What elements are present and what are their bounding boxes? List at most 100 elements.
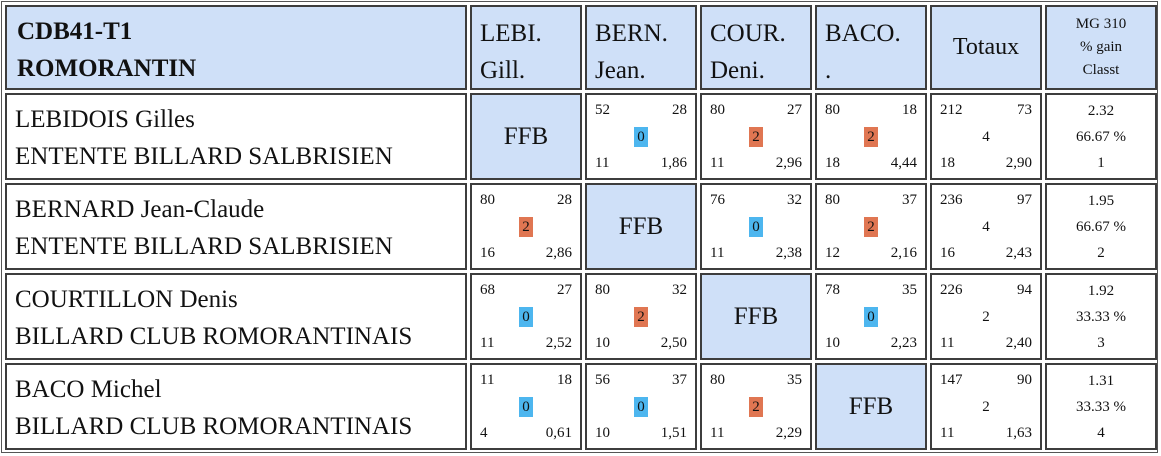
- match-cell: 52 28 11 1,86 0: [585, 93, 697, 180]
- match-number: 28: [672, 102, 687, 118]
- player-column-header: COUR. Deni.: [700, 5, 812, 90]
- match-number: 76: [710, 192, 725, 208]
- self-cell: FFB: [815, 363, 927, 450]
- match-number: 37: [902, 192, 917, 208]
- match-number: 2,29: [775, 425, 802, 441]
- match-number: 10: [595, 425, 610, 441]
- total-number: 236: [940, 192, 963, 208]
- header-line: Deni.: [710, 57, 765, 84]
- total-number: 16: [940, 245, 955, 261]
- match-number: 52: [595, 102, 610, 118]
- match-number: 18: [557, 372, 572, 388]
- summary-value: 33.33 %: [1076, 308, 1126, 325]
- summary-value: 4: [1097, 424, 1105, 441]
- summary-cell: 1.31 33.33 % 4: [1045, 363, 1157, 450]
- summary-cell: 2.32 66.67 % 1: [1045, 93, 1157, 180]
- summary-value: 3: [1097, 334, 1105, 351]
- points-badge: 0: [864, 307, 878, 327]
- match-number: 1,86: [660, 155, 687, 171]
- header-line: LEBI.: [480, 20, 542, 47]
- total-number: 2: [982, 399, 990, 415]
- summary-value: 66.67 %: [1076, 218, 1126, 235]
- points-badge: 0: [634, 397, 648, 417]
- header-line: COUR.: [710, 20, 786, 47]
- club-name: BILLARD CLUB ROMORANTINAIS: [15, 413, 413, 440]
- points-badge: 2: [634, 307, 648, 327]
- match-number: 80: [710, 102, 725, 118]
- ffb-label: FFB: [733, 302, 779, 330]
- self-cell: FFB: [700, 273, 812, 360]
- total-number: 2,90: [1005, 155, 1032, 171]
- match-number: 11: [480, 372, 495, 388]
- points-badge: 0: [519, 307, 533, 327]
- match-number: 27: [557, 282, 572, 298]
- points-badge: 2: [519, 217, 533, 237]
- match-number: 80: [825, 192, 840, 208]
- match-cell: 80 37 12 2,16 2: [815, 183, 927, 270]
- match-number: 35: [787, 372, 802, 388]
- total-number: 4: [982, 129, 990, 145]
- match-number: 2,86: [545, 245, 572, 261]
- summary-value: 1: [1097, 154, 1105, 171]
- match-number: 2,16: [890, 245, 917, 261]
- match-number: 80: [825, 102, 840, 118]
- header-line: Classt: [1082, 62, 1120, 78]
- match-number: 4,44: [890, 155, 917, 171]
- summary-value: 2.32: [1087, 102, 1115, 119]
- match-cell: 80 27 11 2,96 2: [700, 93, 812, 180]
- player-column-header: LEBI. Gill.: [470, 5, 582, 90]
- match-number: 10: [825, 335, 840, 351]
- total-number: 2,40: [1005, 335, 1032, 351]
- player-cell: LEBIDOIS Gilles ENTENTE BILLARD SALBRISIE…: [5, 93, 467, 180]
- total-number: 226: [940, 282, 963, 298]
- self-cell: FFB: [585, 183, 697, 270]
- ffb-label: FFB: [618, 212, 664, 240]
- match-number: 2,38: [775, 245, 802, 261]
- player-name: BERNARD Jean-Claude: [15, 196, 265, 223]
- total-number: 2,43: [1005, 245, 1032, 261]
- points-badge: 2: [749, 127, 763, 147]
- header-line: MG 310: [1075, 16, 1127, 32]
- total-number: 94: [1017, 282, 1032, 298]
- player-cell: BERNARD Jean-Claude ENTENTE BILLARD SALBR…: [5, 183, 467, 270]
- ffb-label: FFB: [848, 392, 894, 420]
- summary-cell: 1.95 66.67 % 2: [1045, 183, 1157, 270]
- total-number: 212: [940, 102, 963, 118]
- match-cell: 80 35 11 2,29 2: [700, 363, 812, 450]
- points-badge: 0: [634, 127, 648, 147]
- match-number: 32: [672, 282, 687, 298]
- match-number: 11: [480, 335, 495, 351]
- ffb-label: FFB: [503, 122, 549, 150]
- match-number: 18: [825, 155, 840, 171]
- match-cell: 76 32 11 2,38 0: [700, 183, 812, 270]
- match-number: 80: [710, 372, 725, 388]
- match-number: 4: [480, 425, 488, 441]
- header-text: Totaux: [952, 34, 1020, 60]
- match-cell: 11 18 4 0,61 0: [470, 363, 582, 450]
- header-line: Gill.: [480, 57, 526, 84]
- match-number: 1,51: [660, 425, 687, 441]
- points-badge: 0: [519, 397, 533, 417]
- match-number: 2,50: [660, 335, 687, 351]
- total-number: 2: [982, 309, 990, 325]
- totals-header: Totaux: [930, 5, 1042, 90]
- match-number: 80: [480, 192, 495, 208]
- total-number: 73: [1017, 102, 1032, 118]
- summary-cell: 1.92 33.33 % 3: [1045, 273, 1157, 360]
- club-name: BILLARD CLUB ROMORANTINAIS: [15, 323, 413, 350]
- totals-cell: 147 90 11 1,63 2: [930, 363, 1042, 450]
- match-number: 35: [902, 282, 917, 298]
- player-column-header: BERN. Jean.: [585, 5, 697, 90]
- player-column-header: BACO..: [815, 5, 927, 90]
- match-cell: 80 18 18 4,44 2: [815, 93, 927, 180]
- match-number: 32: [787, 192, 802, 208]
- summary-value: 33.33 %: [1076, 398, 1126, 415]
- match-number: 18: [902, 102, 917, 118]
- match-number: 12: [825, 245, 840, 261]
- player-name: LEBIDOIS Gilles: [15, 106, 195, 133]
- total-number: 18: [940, 155, 955, 171]
- points-badge: 2: [749, 397, 763, 417]
- match-number: 11: [710, 155, 725, 171]
